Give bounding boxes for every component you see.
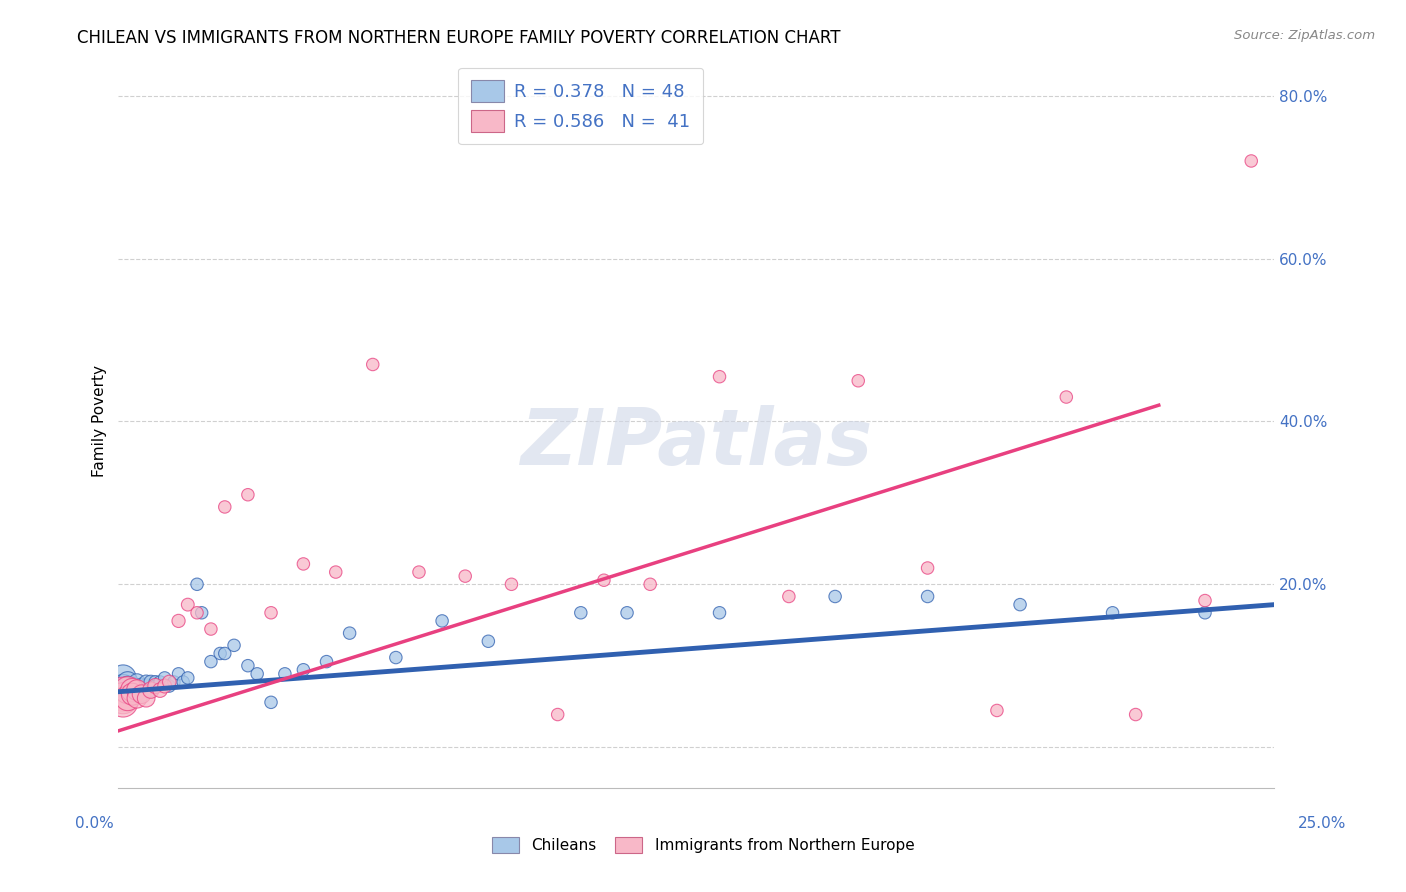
Point [709, 369, 731, 384]
Point [177, 671, 200, 685]
Point [153, 679, 176, 693]
Point [117, 687, 139, 701]
Point [121, 683, 143, 698]
Text: CHILEAN VS IMMIGRANTS FROM NORTHERN EUROPE FAMILY POVERTY CORRELATION CHART: CHILEAN VS IMMIGRANTS FROM NORTHERN EURO… [77, 29, 841, 46]
Point [157, 675, 180, 690]
Text: Source: ZipAtlas.com: Source: ZipAtlas.com [1234, 29, 1375, 42]
Point [135, 679, 157, 693]
Y-axis label: Family Poverty: Family Poverty [93, 366, 107, 477]
Point [131, 679, 153, 693]
Legend: R = 0.378   N = 48, R = 0.586   N =  41: R = 0.378 N = 48, R = 0.586 N = 41 [458, 68, 703, 145]
Point [246, 666, 269, 681]
Point [846, 374, 869, 388]
Point [112, 679, 135, 693]
Point [131, 687, 153, 701]
Point [121, 683, 143, 698]
Point [190, 606, 212, 620]
Point [145, 675, 167, 690]
Point [824, 590, 846, 604]
Point [593, 573, 616, 587]
Point [477, 634, 499, 648]
Point [117, 675, 139, 690]
Point [361, 358, 384, 372]
Point [778, 590, 800, 604]
Point [454, 569, 477, 583]
Point [145, 679, 167, 693]
Point [153, 671, 176, 685]
Point [430, 614, 453, 628]
Legend: Chileans, Immigrants from Northern Europe: Chileans, Immigrants from Northern Europ… [485, 831, 921, 859]
Point [149, 683, 172, 698]
Point [139, 675, 162, 690]
Point [274, 666, 297, 681]
Point [157, 679, 180, 693]
Point [1125, 707, 1147, 722]
Point [135, 675, 157, 690]
Point [1101, 606, 1123, 620]
Point [222, 638, 245, 652]
Text: 0.0%: 0.0% [75, 816, 114, 830]
Point [112, 671, 135, 685]
Point [1240, 153, 1263, 168]
Point [117, 691, 139, 706]
Point [112, 687, 135, 701]
Point [1054, 390, 1077, 404]
Point [325, 565, 347, 579]
Point [200, 655, 222, 669]
Point [638, 577, 661, 591]
Point [709, 606, 731, 620]
Point [117, 683, 139, 698]
Point [186, 577, 208, 591]
Point [163, 675, 186, 690]
Point [121, 679, 143, 693]
Point [917, 561, 939, 575]
Point [616, 606, 638, 620]
Point [172, 675, 194, 690]
Point [408, 565, 430, 579]
Point [135, 691, 157, 706]
Point [121, 687, 143, 701]
Point [167, 666, 190, 681]
Point [125, 683, 148, 698]
Point [315, 655, 337, 669]
Point [125, 691, 148, 706]
Point [209, 647, 232, 661]
Point [569, 606, 592, 620]
Point [167, 614, 190, 628]
Point [1194, 593, 1216, 607]
Point [112, 695, 135, 709]
Point [339, 626, 361, 640]
Point [112, 683, 135, 698]
Point [1194, 606, 1216, 620]
Point [112, 691, 135, 706]
Point [236, 658, 259, 673]
Point [917, 590, 939, 604]
Point [547, 707, 569, 722]
Point [200, 622, 222, 636]
Point [139, 683, 162, 698]
Point [986, 703, 1008, 717]
Point [125, 675, 148, 690]
Point [186, 606, 208, 620]
Point [292, 663, 315, 677]
Point [117, 679, 139, 693]
Text: 25.0%: 25.0% [1298, 816, 1346, 830]
Point [149, 675, 172, 690]
Text: ZIPatlas: ZIPatlas [520, 406, 873, 482]
Point [139, 683, 162, 698]
Point [214, 500, 236, 514]
Point [1010, 598, 1032, 612]
Point [177, 598, 200, 612]
Point [260, 606, 283, 620]
Point [501, 577, 523, 591]
Point [292, 557, 315, 571]
Point [260, 695, 283, 709]
Point [145, 679, 167, 693]
Point [236, 488, 259, 502]
Point [131, 687, 153, 701]
Point [214, 647, 236, 661]
Point [385, 650, 408, 665]
